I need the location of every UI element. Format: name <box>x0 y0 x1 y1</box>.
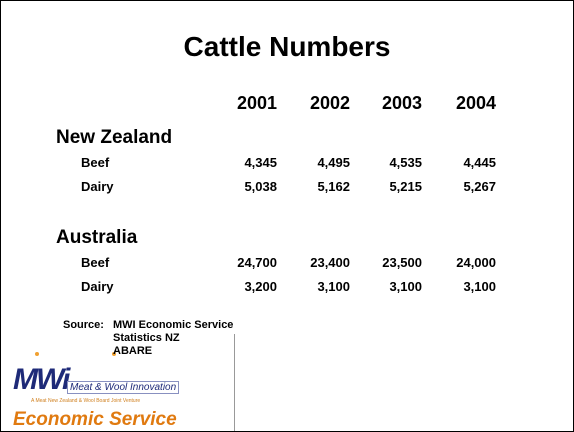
divider <box>234 334 235 431</box>
logo-dot <box>35 352 39 356</box>
cell: 24,000 <box>456 255 496 270</box>
cell: 3,100 <box>389 279 422 294</box>
slide-title: Cattle Numbers <box>183 31 391 62</box>
section-name: Australia <box>56 227 138 248</box>
logo-tagline: A Meat New Zealand & Wool Board Joint Ve… <box>31 398 141 404</box>
cell: 5,215 <box>389 179 422 194</box>
row-label: Dairy <box>81 179 114 194</box>
row-label: Dairy <box>81 279 114 294</box>
cell: 4,535 <box>389 155 422 170</box>
source-line: Statistics NZ <box>113 332 180 344</box>
logo-mark: MWi <box>13 363 70 396</box>
cell: 4,445 <box>463 155 496 170</box>
row-label: Beef <box>81 155 110 170</box>
cell: 5,038 <box>244 179 277 194</box>
column-header: 2003 <box>381 93 422 113</box>
cell: 4,345 <box>244 155 277 170</box>
logo-dot <box>112 352 116 356</box>
source-label: Source: <box>63 319 104 331</box>
cell: 5,267 <box>463 179 496 194</box>
row-label: Beef <box>81 255 110 270</box>
logo-name: Meat & Wool Innovation <box>67 381 180 394</box>
cell: 5,162 <box>317 179 350 194</box>
cell: 4,495 <box>317 155 350 170</box>
cell: 3,100 <box>317 279 350 294</box>
cell: 24,700 <box>237 255 277 270</box>
column-header: 2001 <box>236 93 277 113</box>
cell: 3,100 <box>463 279 496 294</box>
cell: 3,200 <box>244 279 277 294</box>
section-name: New Zealand <box>56 127 173 148</box>
cell: 23,500 <box>382 255 422 270</box>
source-line: ABARE <box>113 345 153 357</box>
column-header: 2004 <box>455 93 496 113</box>
source-line: MWI Economic Service <box>113 319 234 331</box>
logo-service: Economic Service <box>13 409 177 430</box>
column-header: 2002 <box>309 93 350 113</box>
cell: 23,400 <box>310 255 350 270</box>
